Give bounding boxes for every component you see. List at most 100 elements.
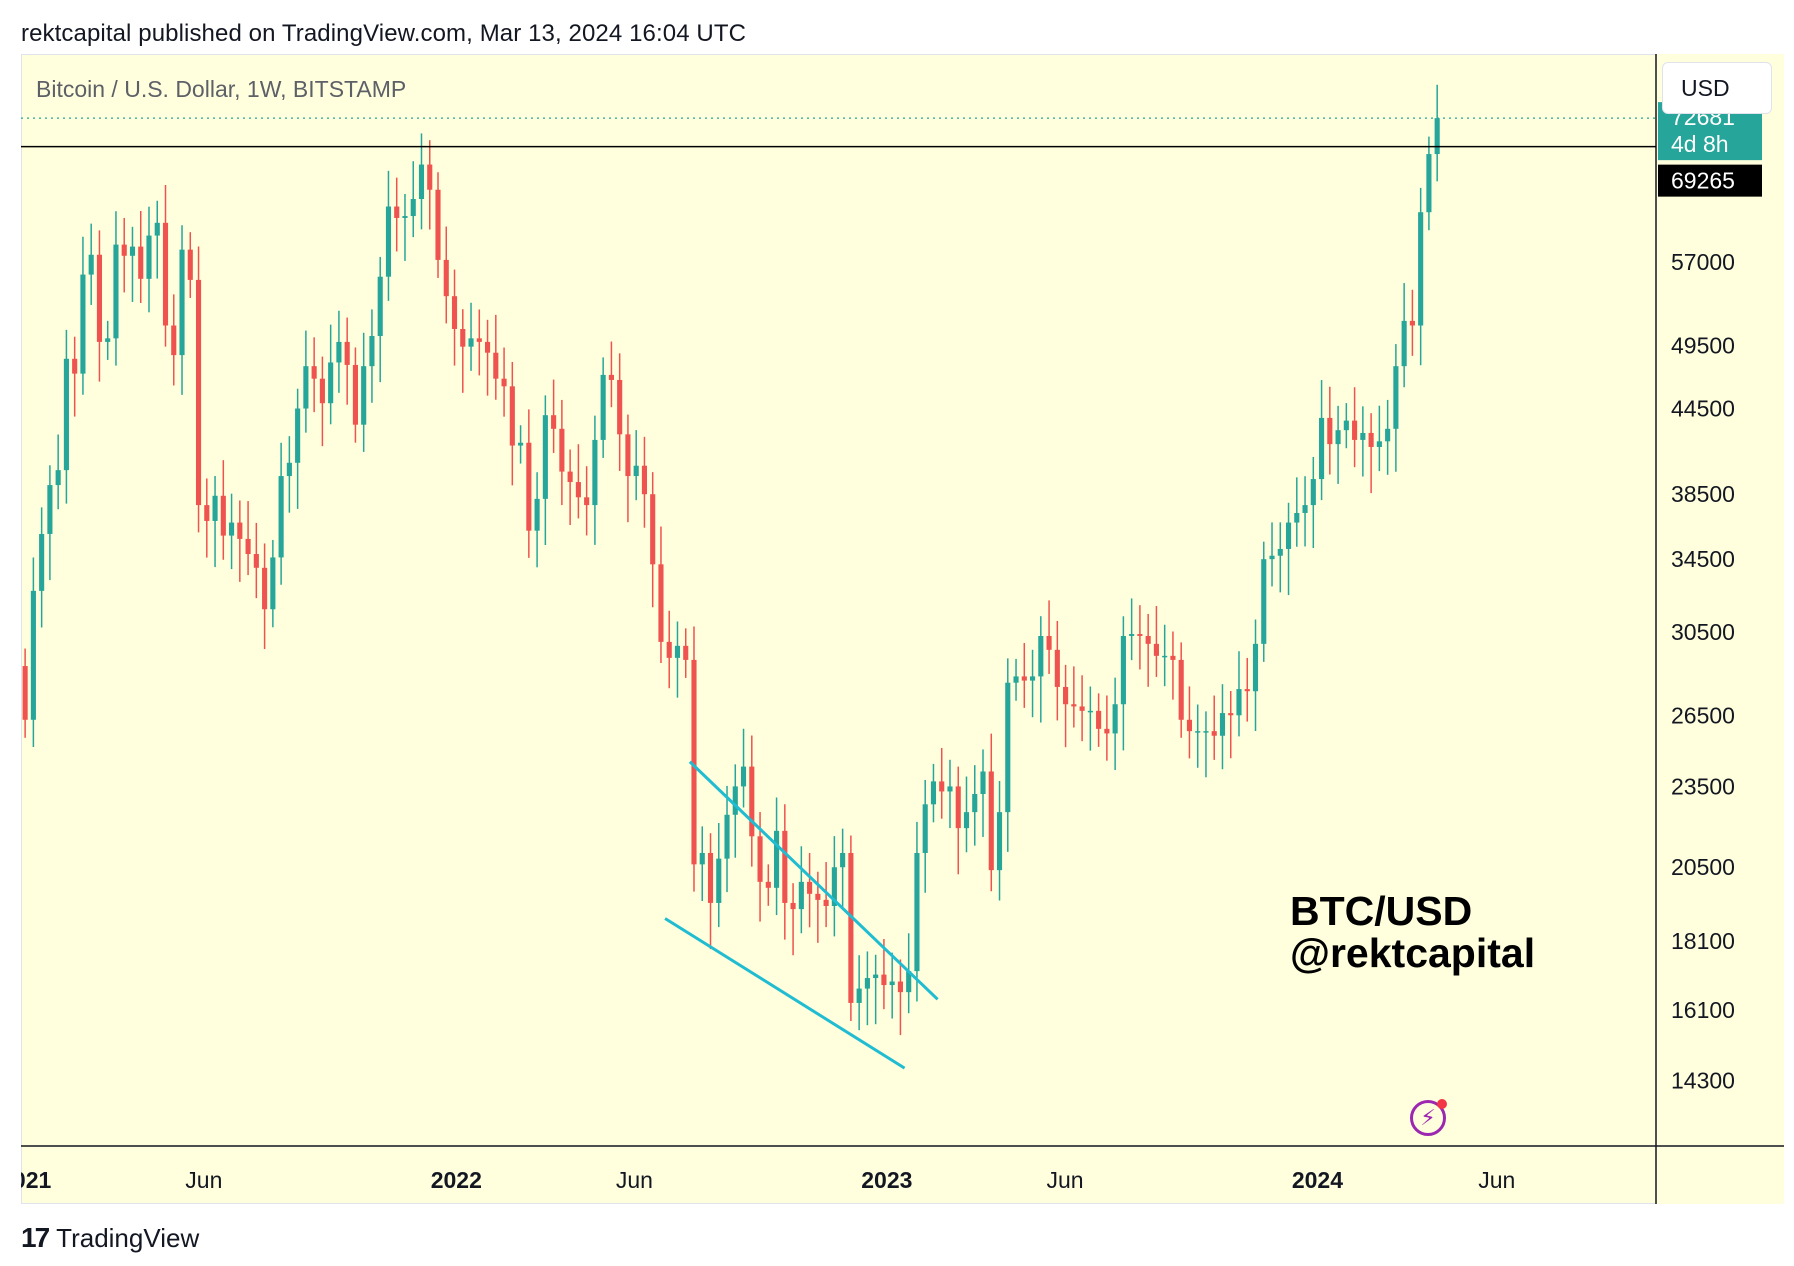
candle-body [1038,635,1044,677]
candle-body [774,830,780,888]
candle-body [1046,635,1052,650]
x-tick-label: Jun [1478,1167,1515,1193]
candle-body [815,893,821,900]
candle-body [1228,713,1234,716]
candle-body [187,249,193,280]
candle-body [542,415,548,499]
candlestick-chart[interactable]: 14300 16100 18100 20500 23500 26500 30500 34500… [21,54,1784,1204]
candle-body [1203,731,1209,733]
candle-body [195,279,202,506]
candle-body [716,858,722,903]
candle-body [509,386,515,446]
candle-body [633,465,639,477]
candle-body [162,222,169,326]
candle-body [435,189,441,260]
candle-body [930,781,937,805]
candle-body [278,476,284,558]
y-tick-label: 49500 [1671,332,1735,358]
x-tick-label: 2024 [1292,1167,1343,1193]
candle-body [1244,689,1250,692]
candle-body [361,366,367,425]
candle-body [1079,706,1085,711]
candle-body [63,358,69,471]
candle-body [674,645,681,658]
candle-body [1029,676,1036,681]
candle-body [1335,430,1341,445]
candle-body [939,781,945,792]
candle-body [947,786,953,792]
candle-body [584,497,590,506]
candle-body [1104,728,1110,734]
candle-body [592,439,598,506]
candle-body [1162,655,1168,658]
candle-body [253,554,259,568]
candle-body [88,254,94,275]
price-axis-area [1656,54,1784,1204]
candle-body [575,482,581,498]
candle-body [418,164,425,199]
y-tick-label: 38500 [1671,481,1735,507]
candle-body [80,274,86,374]
candle-body [963,812,970,829]
candle-body [1186,719,1193,732]
tradingview-logo[interactable]: 17 TradingView [21,1222,199,1254]
candle-body [344,341,350,365]
y-tick-label: 18100 [1671,928,1735,954]
candle-body [559,428,565,472]
candle-body [377,276,383,336]
candle-body [154,222,160,236]
candle-body [1071,704,1077,707]
candle-body [914,852,920,972]
candle-body [889,981,895,986]
candle-body [807,881,813,894]
candle-body [204,505,210,521]
candle-body [856,988,862,1003]
currency-button[interactable]: USD [1662,62,1772,114]
tradingview-logo-text: TradingView [56,1222,200,1253]
candle-body [328,362,334,404]
candle-body [501,378,507,387]
candle-body [410,198,416,217]
falling-wedge-trendline [664,917,906,1070]
y-tick-label: 57000 [1671,249,1735,275]
lightning-icon[interactable]: ⚡ [1410,1099,1447,1136]
candle-body [1096,710,1102,729]
x-tick-label: 2023 [861,1167,912,1193]
candle-body [1319,417,1325,480]
chart-panel[interactable] [21,54,1784,1204]
candle-body [1327,417,1333,445]
candle-body [980,771,986,795]
candle-body [72,358,78,374]
candle-body [402,216,408,218]
candle-body [179,249,185,356]
y-tick-label: 44500 [1671,396,1735,422]
candle-body [988,771,994,871]
candle-body [534,498,540,531]
candle-body [1054,649,1060,687]
candle-body [336,341,342,363]
candle-body [518,442,524,446]
candle-body [1343,420,1349,431]
candle-body [757,836,763,882]
candle-body [1087,710,1093,713]
candle-body [608,374,614,380]
y-tick-label: 34500 [1671,546,1735,572]
tradingview-mark-icon: 17 [21,1222,50,1253]
candle-body [790,902,796,910]
candle-body [394,206,400,218]
candle-body [1195,731,1201,733]
candle-body [427,164,433,190]
candle-body [906,971,912,993]
candle-body [237,522,243,539]
y-tick-label: 16100 [1671,997,1735,1023]
candle-body [1261,559,1267,644]
candle-body [295,408,301,463]
candle-body [617,379,623,435]
candle-body [138,246,144,279]
candle-body [311,366,317,379]
candle-body [848,852,854,1003]
candle-body [740,766,747,787]
candle-body [270,557,276,610]
candle-body [1129,634,1135,636]
published-header: rektcapital published on TradingView.com… [21,20,747,47]
